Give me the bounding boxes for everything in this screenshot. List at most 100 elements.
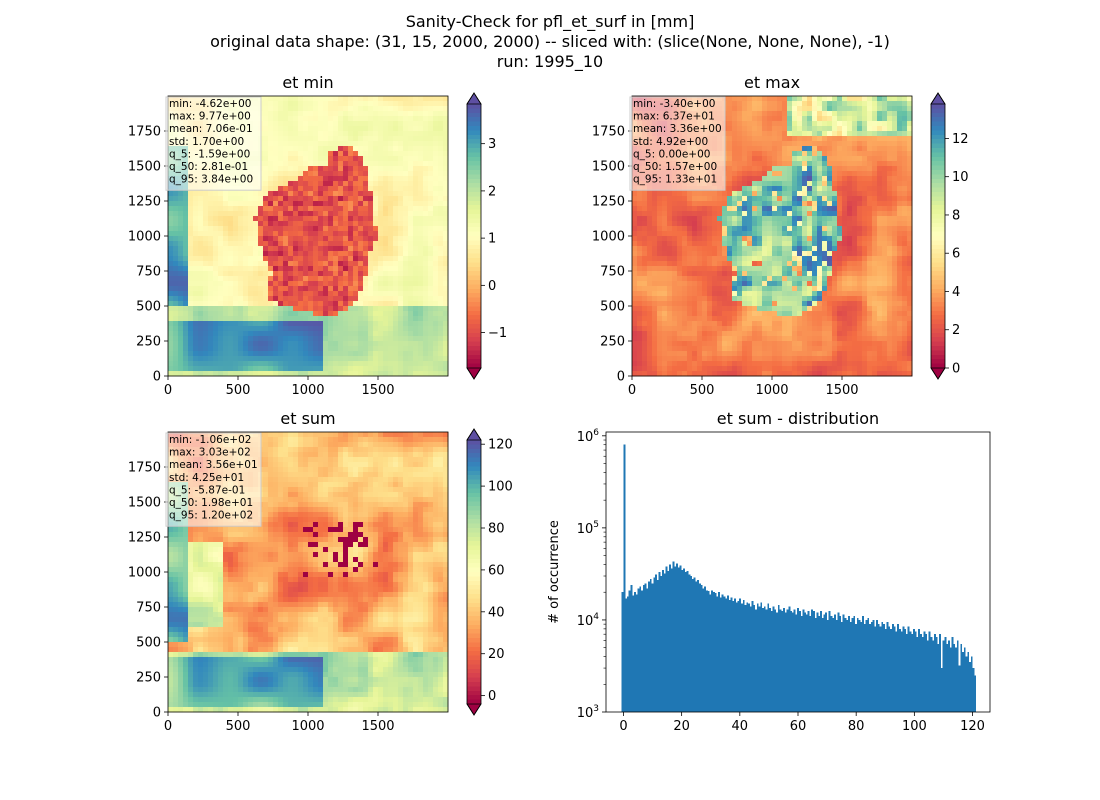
heatmap-cell [388, 231, 394, 237]
heatmap-cell [423, 341, 429, 347]
heatmap-cell [338, 261, 344, 267]
heatmap-cell [727, 296, 733, 302]
heatmap-cell [353, 211, 359, 217]
heatmap-cell [772, 96, 778, 102]
heatmap-cell [318, 121, 324, 127]
heatmap-cell [323, 266, 329, 272]
heatmap-cell [283, 326, 289, 332]
heatmap-cell [293, 361, 299, 367]
heatmap-cell [348, 166, 354, 172]
heatmap-cell [692, 306, 698, 312]
heatmap-cell [657, 246, 663, 252]
heatmap-cell [253, 301, 259, 307]
heatmap-cell [747, 306, 753, 312]
heatmap-cell [438, 326, 444, 332]
heatmap-cell [413, 161, 419, 167]
heatmap-cell [757, 266, 763, 272]
heatmap-cell [213, 361, 219, 367]
heatmap-cell [752, 346, 758, 352]
heatmap-cell [168, 296, 174, 302]
heatmap-cell [378, 291, 384, 297]
heatmap-cell [323, 246, 329, 252]
heatmap-cell [293, 241, 299, 247]
heatmap-cell [328, 96, 334, 102]
heatmap-cell [173, 236, 179, 242]
heatmap-cell [363, 276, 369, 282]
heatmap-cell [373, 226, 379, 232]
heatmap-cell [732, 216, 738, 222]
heatmap-cell [298, 286, 304, 292]
heatmap-cell [418, 341, 424, 347]
heatmap-cell [238, 331, 244, 337]
heatmap-cell [318, 311, 324, 317]
heatmap-cell [672, 271, 678, 277]
heatmap-cell [782, 366, 788, 372]
heatmap-cell [767, 141, 773, 147]
heatmap-cell [348, 201, 354, 207]
heatmap-cell [747, 116, 753, 122]
heatmap-cell [298, 116, 304, 122]
heatmap-cell [363, 151, 369, 157]
heatmap-cell [323, 191, 329, 197]
heatmap-cell [278, 216, 284, 222]
heatmap-cell [363, 261, 369, 267]
heatmap-cell [333, 116, 339, 122]
heatmap-cell [787, 111, 793, 117]
heatmap-cell [388, 141, 394, 147]
heatmap-cell [193, 326, 199, 332]
heatmap-cell [178, 281, 184, 287]
heatmap-cell [782, 136, 788, 142]
heatmap-cell [702, 326, 708, 332]
heatmap-cell [757, 281, 763, 287]
heatmap-cell [178, 201, 184, 207]
heatmap-cell [328, 366, 334, 372]
heatmap-cell [777, 186, 783, 192]
heatmap-cell [178, 231, 184, 237]
heatmap-cell [767, 266, 773, 272]
heatmap-cell [443, 246, 449, 252]
heatmap-cell [767, 236, 773, 242]
heatmap-cell [198, 266, 204, 272]
heatmap-cell [183, 316, 189, 322]
heatmap-cell [298, 361, 304, 367]
heatmap-cell [383, 306, 389, 312]
heatmap-cell [767, 201, 773, 207]
heatmap-cell [383, 336, 389, 342]
heatmap-cell [188, 326, 194, 332]
heatmap-cell [672, 276, 678, 282]
heatmap-cell [727, 221, 733, 227]
heatmap-cell [677, 201, 683, 207]
heatmap-cell [383, 196, 389, 202]
heatmap-cell [677, 286, 683, 292]
heatmap-cell [677, 241, 683, 247]
heatmap-cell [712, 361, 718, 367]
colorbar-segment [467, 341, 481, 347]
heatmap-cell [692, 366, 698, 372]
heatmap-cell [438, 281, 444, 287]
heatmap-cell [333, 291, 339, 297]
heatmap-cell [403, 316, 409, 322]
heatmap-cell [727, 321, 733, 327]
heatmap-cell [423, 321, 429, 327]
heatmap-cell [747, 296, 753, 302]
heatmap-cell [248, 236, 254, 242]
heatmap-cell [757, 311, 763, 317]
heatmap-cell [323, 106, 329, 112]
heatmap-cell [188, 276, 194, 282]
heatmap-cell [782, 301, 788, 307]
heatmap-cell [303, 286, 309, 292]
heatmap-cell [752, 271, 758, 277]
heatmap-cell [328, 256, 334, 262]
heatmap-cell [368, 346, 374, 352]
heatmap-cell [403, 346, 409, 352]
heatmap-cell [722, 301, 728, 307]
heatmap-cell [393, 331, 399, 337]
heatmap-cell [418, 161, 424, 167]
heatmap-cell [278, 211, 284, 217]
heatmap-cell [353, 331, 359, 337]
heatmap-cell [388, 241, 394, 247]
heatmap-cell [637, 271, 643, 277]
heatmap-cell [198, 346, 204, 352]
heatmap-cell [393, 111, 399, 117]
